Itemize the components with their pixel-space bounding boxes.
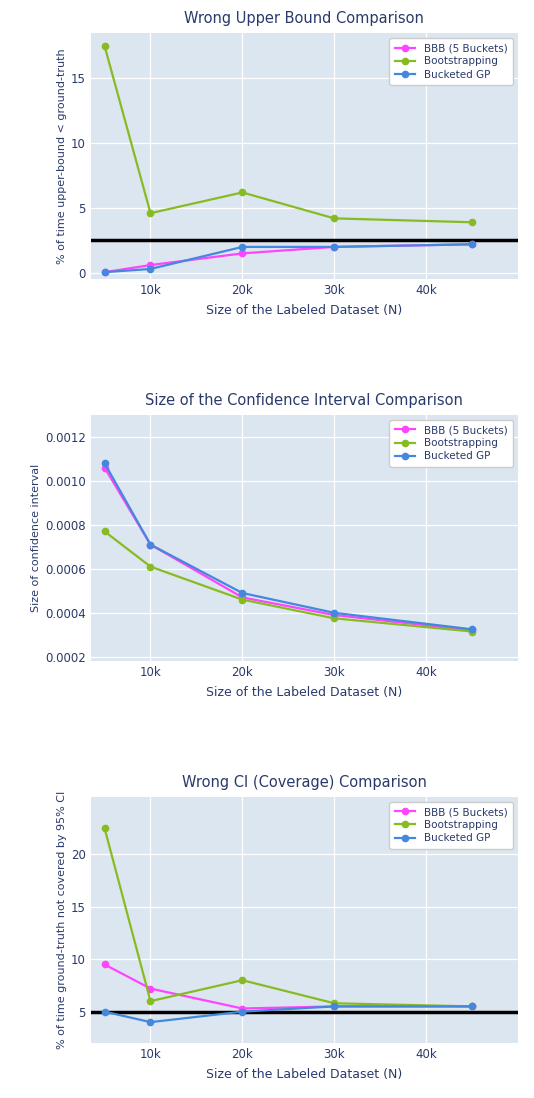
Title: Wrong CI (Coverage) Comparison: Wrong CI (Coverage) Comparison bbox=[182, 775, 427, 789]
Bootstrapping bbox=[147, 995, 154, 1008]
Bootstrapping bbox=[239, 974, 246, 987]
Line: Bootstrapping: Bootstrapping bbox=[101, 825, 475, 1009]
Bucketed GP bbox=[147, 262, 154, 276]
Y-axis label: Size of confidence interval: Size of confidence interval bbox=[31, 463, 41, 613]
Title: Size of the Confidence Interval Comparison: Size of the Confidence Interval Comparis… bbox=[145, 393, 464, 408]
Legend: BBB (5 Buckets), Bootstrapping, Bucketed GP: BBB (5 Buckets), Bootstrapping, Bucketed… bbox=[389, 38, 513, 85]
Bootstrapping bbox=[101, 525, 108, 538]
BBB (5 Buckets) bbox=[101, 957, 108, 971]
Bootstrapping bbox=[331, 997, 337, 1010]
Bootstrapping bbox=[469, 215, 475, 228]
Line: BBB (5 Buckets): BBB (5 Buckets) bbox=[101, 962, 475, 1011]
Bootstrapping bbox=[469, 1000, 475, 1013]
X-axis label: Size of the Labeled Dataset (N): Size of the Labeled Dataset (N) bbox=[206, 1068, 403, 1080]
BBB (5 Buckets) bbox=[331, 608, 337, 621]
Y-axis label: % of time upper-bound < ground-truth: % of time upper-bound < ground-truth bbox=[57, 48, 67, 264]
Line: Bootstrapping: Bootstrapping bbox=[101, 528, 475, 635]
Line: BBB (5 Buckets): BBB (5 Buckets) bbox=[101, 464, 475, 634]
Title: Wrong Upper Bound Comparison: Wrong Upper Bound Comparison bbox=[184, 11, 425, 26]
Bucketed GP bbox=[101, 457, 108, 470]
BBB (5 Buckets) bbox=[101, 461, 108, 474]
Bucketed GP bbox=[101, 266, 108, 279]
Bootstrapping bbox=[239, 593, 246, 606]
BBB (5 Buckets) bbox=[239, 247, 246, 260]
BBB (5 Buckets) bbox=[239, 1001, 246, 1015]
Bucketed GP bbox=[469, 623, 475, 636]
Line: BBB (5 Buckets): BBB (5 Buckets) bbox=[101, 242, 475, 276]
Bucketed GP bbox=[101, 1005, 108, 1018]
Bucketed GP bbox=[469, 1000, 475, 1013]
BBB (5 Buckets) bbox=[147, 538, 154, 551]
Bootstrapping bbox=[101, 40, 108, 53]
Bootstrapping bbox=[147, 206, 154, 220]
X-axis label: Size of the Labeled Dataset (N): Size of the Labeled Dataset (N) bbox=[206, 304, 403, 317]
Bucketed GP bbox=[331, 1000, 337, 1013]
Bucketed GP bbox=[331, 240, 337, 254]
BBB (5 Buckets) bbox=[469, 238, 475, 251]
Bootstrapping bbox=[331, 612, 337, 625]
BBB (5 Buckets) bbox=[469, 1000, 475, 1013]
Bootstrapping bbox=[147, 560, 154, 573]
Bucketed GP bbox=[331, 606, 337, 619]
Bootstrapping bbox=[101, 821, 108, 834]
Line: Bootstrapping: Bootstrapping bbox=[101, 43, 475, 225]
Bucketed GP bbox=[239, 586, 246, 600]
BBB (5 Buckets) bbox=[331, 240, 337, 254]
Legend: BBB (5 Buckets), Bootstrapping, Bucketed GP: BBB (5 Buckets), Bootstrapping, Bucketed… bbox=[389, 421, 513, 467]
Y-axis label: % of time ground-truth not covered by 95% CI: % of time ground-truth not covered by 95… bbox=[57, 791, 67, 1049]
Bucketed GP bbox=[239, 1005, 246, 1018]
BBB (5 Buckets) bbox=[239, 591, 246, 604]
BBB (5 Buckets) bbox=[147, 258, 154, 271]
Line: Bucketed GP: Bucketed GP bbox=[101, 1004, 475, 1026]
Bootstrapping bbox=[469, 625, 475, 638]
Bucketed GP bbox=[469, 238, 475, 251]
X-axis label: Size of the Labeled Dataset (N): Size of the Labeled Dataset (N) bbox=[206, 686, 403, 699]
Bootstrapping bbox=[239, 186, 246, 199]
BBB (5 Buckets) bbox=[101, 266, 108, 279]
Bootstrapping bbox=[331, 212, 337, 225]
BBB (5 Buckets) bbox=[147, 982, 154, 995]
BBB (5 Buckets) bbox=[331, 1000, 337, 1013]
Line: Bucketed GP: Bucketed GP bbox=[101, 242, 475, 276]
Bucketed GP bbox=[147, 538, 154, 551]
BBB (5 Buckets) bbox=[469, 624, 475, 637]
Bucketed GP bbox=[239, 240, 246, 254]
Line: Bucketed GP: Bucketed GP bbox=[101, 460, 475, 632]
Bucketed GP bbox=[147, 1016, 154, 1029]
Legend: BBB (5 Buckets), Bootstrapping, Bucketed GP: BBB (5 Buckets), Bootstrapping, Bucketed… bbox=[389, 802, 513, 849]
